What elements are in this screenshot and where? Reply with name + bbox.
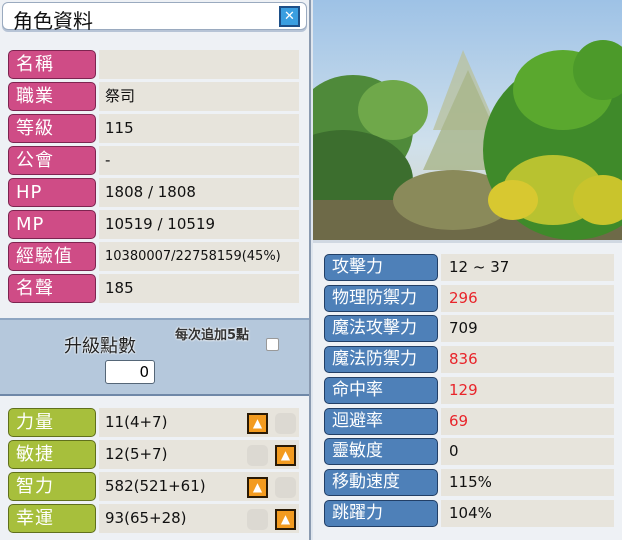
info-label: 名聲 — [8, 274, 96, 303]
combat-row: 命中率 129 — [324, 376, 614, 404]
combat-label: 物理防禦力 — [324, 284, 438, 312]
combat-row: 移動速度 115% — [324, 468, 614, 496]
info-row: 名聲 185 — [8, 274, 299, 303]
stat-row: 敏捷 12(5+7) ▲ — [8, 440, 299, 469]
info-label: 公會 — [8, 146, 96, 175]
stat-value: 12(5+7) ▲ — [99, 440, 299, 469]
add-5-label: 每次追加5點 — [174, 328, 250, 343]
combat-label: 移動速度 — [324, 468, 438, 496]
character-background-image — [313, 0, 622, 240]
combat-row: 物理防禦力 296 — [324, 284, 614, 312]
info-row: 等級 115 — [8, 114, 299, 143]
increase-stat-button[interactable]: ▲ — [275, 445, 296, 466]
info-value: 185 — [99, 274, 299, 303]
stat-value-text: 11(4+7) — [105, 413, 168, 431]
combat-row: 靈敏度 0 — [324, 438, 614, 466]
combat-value: 115% — [441, 468, 614, 496]
arrow-up-icon: ▲ — [252, 416, 263, 430]
info-value: 1808 / 1808 — [99, 178, 299, 207]
info-label: 名稱 — [8, 50, 96, 79]
combat-row: 魔法攻擊力 709 — [324, 315, 614, 343]
info-value: 10519 / 10519 — [99, 210, 299, 239]
arrow-up-icon: ▲ — [252, 480, 263, 494]
combat-label: 魔法防禦力 — [324, 346, 438, 374]
info-label: 經驗值 — [8, 242, 96, 271]
stat-row: 智力 582(521+61) ▲ — [8, 472, 299, 501]
combat-stats-panel: 攻擊力 12 ~ 37 物理防禦力 296 魔法攻擊力 709 魔法防禦力 836 命中率 129… — [313, 240, 622, 540]
stat-value: 582(521+61) ▲ — [99, 472, 299, 501]
disabled-slot — [247, 509, 268, 530]
increase-stat-button[interactable]: ▲ — [247, 477, 268, 498]
forest-scene — [313, 40, 622, 240]
info-label: HP — [8, 178, 96, 207]
combat-row: 迴避率 69 — [324, 407, 614, 435]
combat-label: 命中率 — [324, 376, 438, 404]
stat-value-text: 12(5+7) — [105, 445, 168, 463]
info-row: 公會 - — [8, 146, 299, 175]
add-5-checkbox[interactable] — [266, 338, 279, 351]
increase-stat-button[interactable]: ▲ — [247, 413, 268, 434]
title-bar: 角色資料 ✕ — [2, 2, 307, 33]
info-row: HP 1808 / 1808 — [8, 178, 299, 207]
stat-value-text: 582(521+61) — [105, 477, 206, 495]
stat-row: 力量 11(4+7) ▲ — [8, 408, 299, 437]
increase-stat-button[interactable]: ▲ — [275, 509, 296, 530]
disabled-slot — [275, 413, 296, 434]
combat-label: 靈敏度 — [324, 438, 438, 466]
disabled-slot — [275, 477, 296, 498]
arrow-up-icon: ▲ — [280, 512, 291, 526]
info-row: 職業 祭司 — [8, 82, 299, 111]
stat-label: 智力 — [8, 472, 96, 501]
info-row: 經驗值 10380007/22758159(45%) — [8, 242, 299, 271]
disabled-slot — [247, 445, 268, 466]
info-value: - — [99, 146, 299, 175]
stat-label: 力量 — [8, 408, 96, 437]
combat-row: 魔法防禦力 836 — [324, 346, 614, 374]
info-row: MP 10519 / 10519 — [8, 210, 299, 239]
upgrade-points-label: 升級點數 — [64, 336, 136, 357]
combat-value: 69 — [441, 407, 614, 435]
info-value: 115 — [99, 114, 299, 143]
combat-value: 709 — [441, 315, 614, 343]
stat-label: 幸運 — [8, 504, 96, 533]
close-button[interactable]: ✕ — [279, 6, 300, 27]
character-info-panel: 角色資料 ✕ 名稱 職業 祭司 等級 115 公會 - HP 1808 / 1808 MP 1051… — [0, 0, 311, 540]
info-row: 名稱 — [8, 50, 299, 79]
stat-label: 敏捷 — [8, 440, 96, 469]
combat-value: 0 — [441, 438, 614, 466]
combat-value: 296 — [441, 284, 614, 312]
combat-value: 129 — [441, 376, 614, 404]
stat-row: 幸運 93(65+28) ▲ — [8, 504, 299, 533]
stat-value: 11(4+7) ▲ — [99, 408, 299, 437]
combat-row: 攻擊力 12 ~ 37 — [324, 254, 614, 281]
info-label: MP — [8, 210, 96, 239]
close-icon: ✕ — [284, 9, 295, 24]
combat-label: 跳躍力 — [324, 499, 438, 527]
window-title: 角色資料 — [13, 9, 93, 33]
info-value: 祭司 — [99, 82, 299, 111]
stat-value: 93(65+28) ▲ — [99, 504, 299, 533]
combat-value: 12 ~ 37 — [441, 254, 614, 281]
combat-label: 攻擊力 — [324, 254, 438, 281]
stat-value-text: 93(65+28) — [105, 509, 187, 527]
arrow-up-icon: ▲ — [280, 448, 291, 462]
upgrade-points-section: 升級點數 0 每次追加5點 — [0, 318, 309, 396]
upgrade-points-field: 0 — [105, 360, 155, 384]
info-value — [99, 50, 299, 79]
info-value: 10380007/22758159(45%) — [99, 242, 299, 271]
info-label: 等級 — [8, 114, 96, 143]
combat-label: 魔法攻擊力 — [324, 315, 438, 343]
info-label: 職業 — [8, 82, 96, 111]
combat-value: 836 — [441, 346, 614, 374]
combat-value: 104% — [441, 499, 614, 527]
combat-label: 迴避率 — [324, 407, 438, 435]
combat-row: 跳躍力 104% — [324, 499, 614, 527]
